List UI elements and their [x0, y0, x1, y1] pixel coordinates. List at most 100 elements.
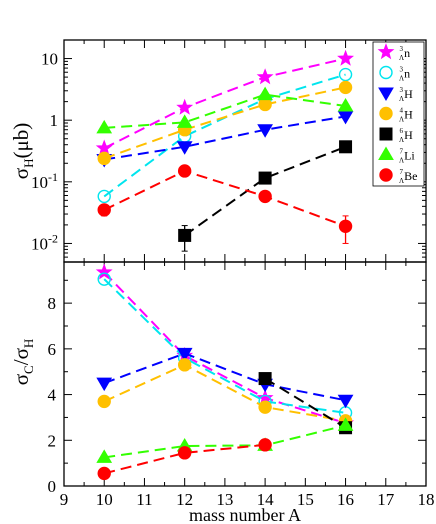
data-point [258, 97, 272, 112]
series-0 [95, 49, 355, 156]
series-line [103, 278, 346, 414]
series-line [103, 86, 346, 160]
data-point [258, 372, 272, 386]
data-point [337, 97, 354, 112]
data-point [257, 86, 273, 101]
series-line [103, 57, 346, 150]
data-point [176, 98, 194, 115]
legend-marker [379, 127, 393, 141]
y-tick-label: 2 [48, 431, 57, 450]
legend: 3 Λn 3 Λn 3 ΛH 4 ΛH 6 ΛH 7 ΛLi 7 ΛBe [372, 41, 425, 187]
data-point [258, 189, 272, 204]
data-point [95, 139, 113, 156]
series-2 [96, 347, 354, 409]
legend-entry: 4 ΛH [379, 106, 413, 124]
data-point [96, 377, 113, 392]
x-tick-label: 18 [418, 490, 435, 509]
legend-entry: 7 ΛBe [379, 168, 417, 185]
data-point [258, 400, 272, 414]
data-point [257, 124, 273, 138]
legend-label: 4 ΛH [399, 107, 413, 124]
legend-entry: 3 Λn [377, 43, 410, 62]
legend-entry: 3 ΛH [378, 86, 413, 103]
series-line [104, 93, 346, 129]
series-1 [97, 272, 353, 420]
data-point [258, 438, 272, 452]
data-point [95, 263, 113, 280]
legend-marker [378, 146, 394, 160]
data-point [256, 68, 274, 85]
data-point [178, 228, 192, 242]
series-2 [96, 110, 354, 168]
series-6 [97, 164, 353, 244]
top-panel: 10-2 10-1 1 10 3 Λn 3 Λn 3 ΛH 4 ΛH 6 ΛH 7 ΛLi 7 ΛBe [31, 39, 427, 263]
data-point [338, 219, 353, 233]
series-line [104, 424, 346, 459]
data-point [177, 164, 192, 178]
plot-frame [63, 261, 427, 487]
y-tick-label: 1 [50, 111, 59, 130]
series-5 [96, 86, 354, 134]
y-tick-label: 4 [48, 386, 57, 405]
data-point [97, 189, 111, 204]
legend-label: 7 ΛBe [399, 168, 417, 185]
legend-marker [379, 168, 393, 182]
data-point [338, 80, 353, 95]
x-tick-label: 13 [216, 490, 233, 509]
data-point [97, 272, 111, 286]
series-4 [178, 140, 353, 252]
legend-marker [379, 65, 393, 80]
series-line [103, 352, 346, 402]
legend-marker [379, 106, 393, 121]
bottom-panel: 9 10 11 12 13 14 15 16 17 18 0 2 4 6 8 [48, 261, 435, 509]
data-point [337, 394, 354, 409]
series-line [264, 377, 347, 429]
y-axis-title-bottom: σC/σH [9, 339, 36, 386]
series-line [103, 73, 346, 198]
data-point [176, 347, 193, 362]
x-axis-title: mass number A [189, 505, 301, 524]
data-point [96, 449, 113, 463]
y-tick-label: 6 [48, 340, 57, 359]
series-5 [96, 417, 354, 463]
x-tick-label: 11 [136, 490, 152, 509]
data-point [97, 151, 111, 166]
data-point [176, 114, 193, 128]
legend-label: 6 ΛH [399, 127, 413, 144]
data-point [338, 67, 353, 82]
data-point [339, 140, 353, 154]
series-3 [97, 80, 353, 166]
axis-labels: σH(μb) σC/σH mass number A [9, 123, 301, 524]
series-line [104, 115, 346, 161]
legend-label: 3 Λn [399, 66, 410, 83]
y-tick-label: 10 [41, 50, 58, 69]
legend-label: 3 Λn [399, 45, 410, 62]
data-point [337, 417, 354, 431]
y-tick-label: 8 [48, 294, 57, 313]
legend-marker [377, 43, 395, 60]
data-point [97, 203, 111, 217]
y-axis-title-top: σH(μb) [9, 123, 36, 179]
data-point [258, 171, 272, 185]
x-tick-label: 15 [297, 490, 314, 509]
series-line [103, 271, 346, 425]
x-tick-label: 17 [377, 490, 395, 509]
x-tick-label: 9 [60, 490, 69, 509]
y-tick-label: 10-1 [31, 170, 58, 192]
data-point [337, 49, 355, 66]
data-point [176, 141, 193, 155]
legend-label: 3 ΛH [399, 86, 413, 103]
series-6 [97, 438, 272, 481]
x-tick-label: 12 [176, 490, 193, 509]
legend-entry: 7 ΛLi [378, 146, 415, 165]
data-point [97, 466, 111, 481]
legend-label: 7 ΛLi [399, 148, 415, 165]
data-point [97, 394, 111, 409]
x-tick-label: 16 [337, 490, 354, 509]
series-line [103, 363, 346, 422]
series-0 [95, 263, 355, 431]
y-tick-label: 10-2 [31, 231, 58, 253]
x-tick-label: 14 [257, 490, 275, 509]
legend-marker [378, 87, 394, 101]
